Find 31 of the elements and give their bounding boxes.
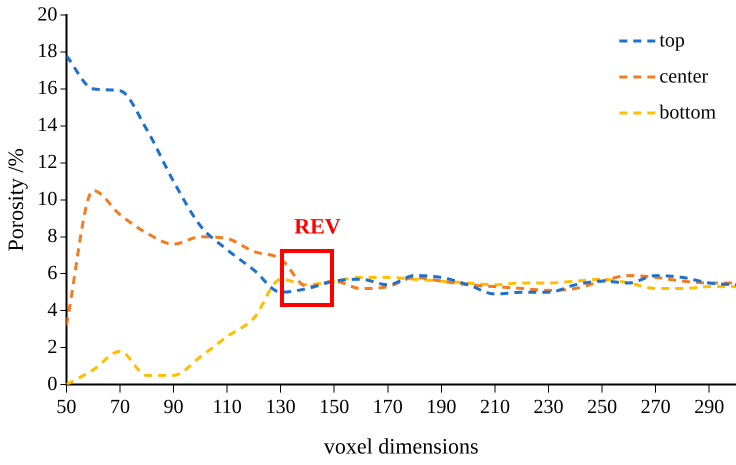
legend-label: top: [659, 29, 685, 52]
y-tick-label: 2: [47, 336, 58, 358]
annotation: REV: [294, 214, 341, 239]
x-tick-label: 150: [319, 396, 350, 418]
x-tick-label: 250: [587, 396, 618, 418]
y-tick-label: 6: [47, 262, 58, 284]
y-tick-label: 4: [47, 298, 58, 321]
x-tick-label: 90: [164, 396, 184, 418]
x-tick-label: 110: [212, 396, 242, 418]
y-tick-label: 8: [47, 225, 58, 248]
y-tick-label: 16: [37, 77, 58, 100]
x-tick-label: 210: [480, 396, 510, 418]
x-tick-label: 70: [110, 396, 130, 418]
y-tick-label: 18: [37, 40, 58, 62]
line-series: [66, 54, 736, 296]
y-tick-label: 12: [37, 151, 58, 174]
y-tick-label: 10: [37, 188, 58, 210]
y-tick-label: 14: [37, 114, 58, 136]
x-tick-label: 50: [56, 396, 76, 418]
x-tick-label: 190: [426, 396, 456, 418]
legend-label: bottom: [659, 101, 716, 124]
x-tick-label: 230: [534, 396, 564, 418]
x-tick-label: 130: [266, 396, 296, 418]
y-axis-title: Porosity /%: [2, 148, 28, 252]
y-tick-label: 20: [37, 3, 58, 26]
x-tick-label: 270: [640, 396, 671, 418]
x-tick-label: 170: [372, 396, 403, 418]
x-tick-label: 290: [694, 396, 724, 418]
legend-label: center: [659, 65, 709, 88]
y-tick-label: 0: [47, 372, 58, 395]
x-axis-title: voxel dimensions: [324, 434, 479, 459]
